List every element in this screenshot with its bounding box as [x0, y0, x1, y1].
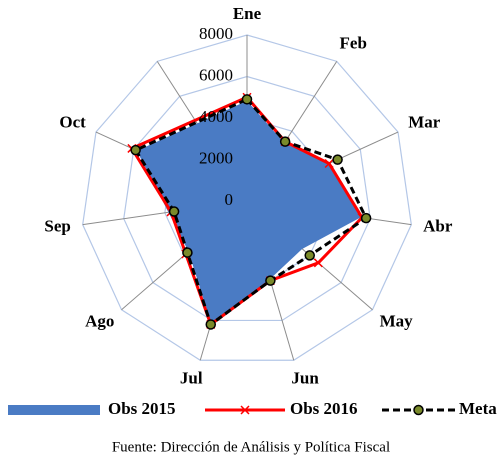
- category-label: Feb: [340, 33, 367, 52]
- tick-label: 6000: [199, 65, 233, 84]
- tick-label: 0: [225, 190, 234, 209]
- marker: [182, 247, 193, 258]
- marker: [205, 319, 217, 330]
- legend-label: Meta: [459, 399, 497, 418]
- marker: [265, 275, 276, 286]
- tick-label: 4000: [199, 107, 233, 126]
- marker: [332, 154, 343, 165]
- source: Fuente: Dirección de Análisis y Política…: [112, 439, 390, 455]
- marker: [279, 136, 291, 147]
- marker: [304, 250, 315, 261]
- legend-marker: [413, 404, 424, 416]
- marker: [241, 94, 253, 105]
- legend-label: Obs 2015: [108, 399, 176, 418]
- tick-label: 8000: [199, 24, 233, 43]
- grid-ring: [82, 34, 412, 361]
- marker: [313, 258, 323, 268]
- category-label: Ene: [233, 4, 262, 23]
- category-label: Jul: [180, 368, 203, 387]
- legend-label: Obs 2016: [290, 399, 358, 418]
- marker: [130, 144, 141, 156]
- category-label: Ago: [85, 312, 114, 331]
- legend-marker: [240, 405, 250, 415]
- marker: [324, 158, 334, 169]
- category-label: Mar: [408, 113, 441, 132]
- legend-swatch: [8, 405, 100, 415]
- category-label: May: [380, 312, 414, 331]
- category-label: Abr: [423, 216, 453, 235]
- marker: [360, 212, 372, 224]
- category-label: Oct: [59, 113, 86, 132]
- marker: [168, 206, 180, 217]
- category-label: Sep: [44, 216, 70, 235]
- category-label: Jun: [291, 368, 319, 387]
- tick-label: 2000: [199, 148, 233, 167]
- grid-ring: [123, 75, 371, 322]
